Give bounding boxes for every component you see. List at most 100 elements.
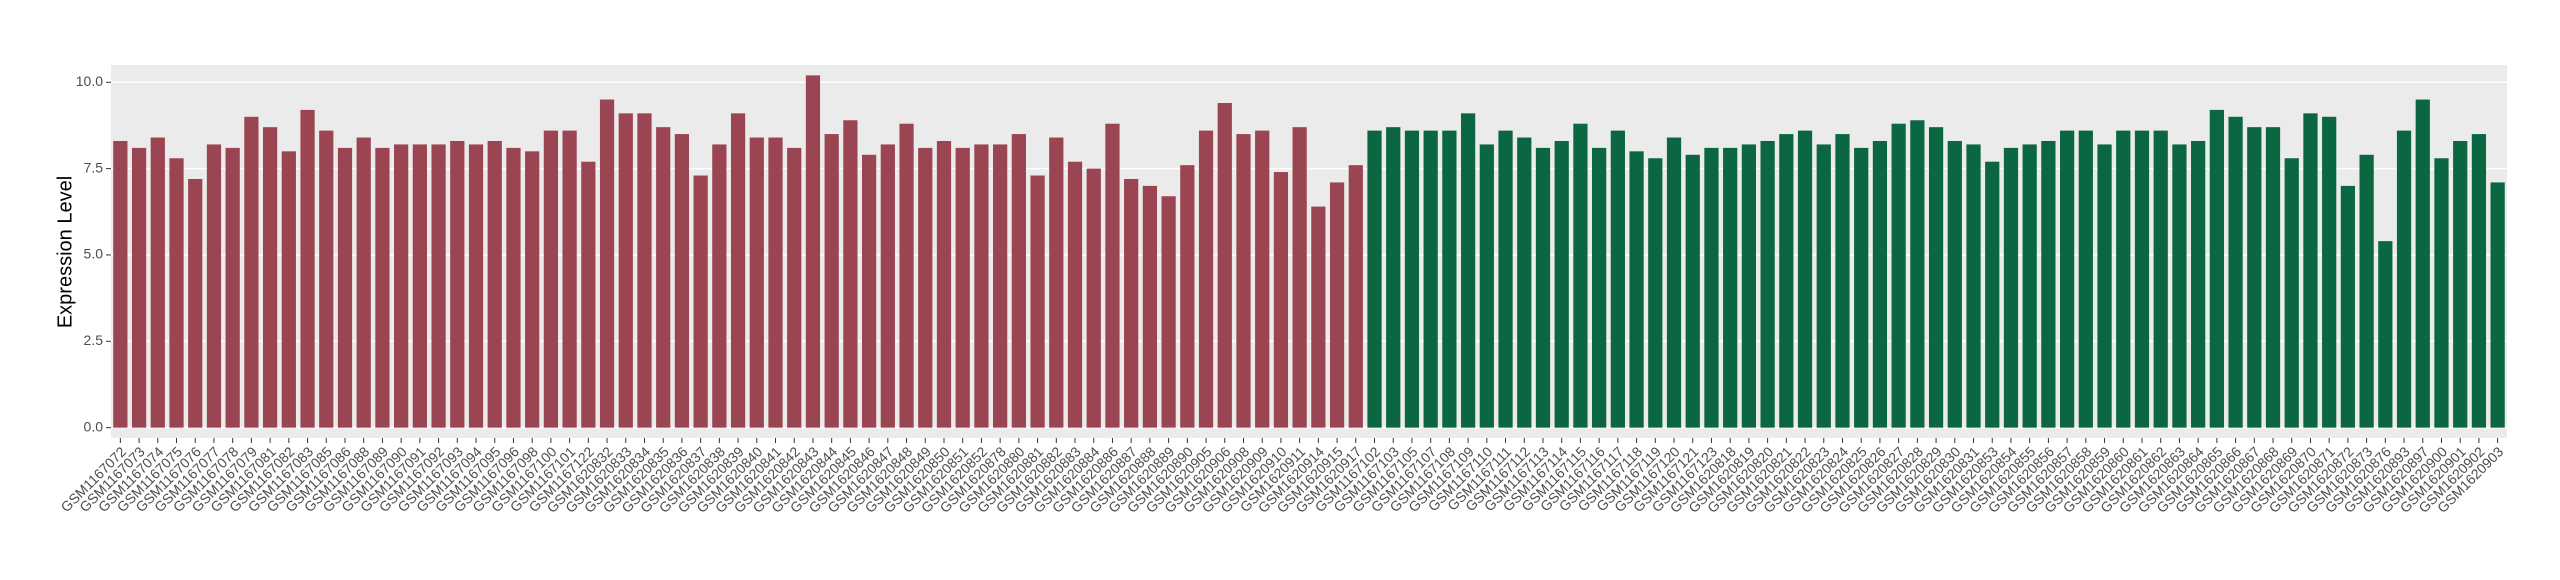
bar	[356, 137, 371, 428]
bar	[1947, 140, 1962, 428]
bar	[1348, 165, 1363, 428]
bar	[1779, 134, 1794, 428]
bar	[1872, 140, 1888, 428]
bar	[431, 144, 446, 428]
y-axis-title: Expression Level	[54, 176, 76, 328]
bar	[1273, 172, 1289, 428]
bar	[2153, 130, 2168, 428]
bar	[468, 144, 484, 428]
bar	[319, 130, 334, 428]
bar	[674, 134, 690, 428]
y-tick-label: 2.5	[84, 332, 104, 348]
bar	[1629, 151, 1644, 428]
bar	[1086, 168, 1101, 428]
bar	[1423, 130, 1438, 428]
bar	[1704, 147, 1719, 428]
bar	[1723, 147, 1738, 428]
bar	[1592, 147, 1607, 428]
y-tick-label: 5.0	[84, 246, 104, 262]
bar	[1648, 158, 1663, 428]
bar	[188, 178, 203, 428]
bar	[712, 144, 727, 428]
bar	[2078, 130, 2093, 428]
bar	[955, 147, 970, 428]
bar	[262, 127, 278, 428]
bar	[2059, 130, 2075, 428]
bar	[2322, 116, 2337, 428]
bar	[131, 147, 147, 428]
bar	[1535, 147, 1551, 428]
bar	[693, 175, 708, 428]
bar	[113, 140, 128, 428]
bar	[2228, 116, 2243, 428]
bar	[1198, 130, 1214, 428]
bar	[637, 113, 652, 428]
bar	[450, 140, 465, 428]
bar	[1161, 196, 1176, 428]
bar	[936, 140, 952, 428]
bar	[375, 147, 390, 428]
bar	[805, 75, 821, 428]
bar	[506, 147, 521, 428]
bar	[1180, 165, 1195, 428]
bar	[2134, 130, 2150, 428]
bar	[1573, 123, 1588, 428]
bar	[1329, 182, 1345, 428]
bar	[150, 137, 165, 428]
bar	[394, 144, 409, 428]
bar	[1891, 123, 1906, 428]
bar	[2434, 158, 2449, 428]
bar	[1255, 130, 1270, 428]
bar	[2490, 182, 2505, 428]
bar	[599, 99, 615, 428]
bar	[787, 147, 802, 428]
bar	[1741, 144, 1757, 428]
bar	[768, 137, 783, 428]
bar	[1105, 123, 1120, 428]
bar	[225, 147, 240, 428]
bar	[1760, 140, 1775, 428]
bar	[1666, 137, 1682, 428]
bar	[1442, 130, 1457, 428]
bar	[1685, 154, 1700, 428]
bar	[281, 151, 296, 428]
bar	[1142, 185, 1158, 428]
y-tick-label: 0.0	[84, 418, 104, 434]
bar	[843, 120, 858, 428]
bar	[2247, 127, 2262, 428]
bar	[2340, 185, 2356, 428]
bar	[2041, 140, 2056, 428]
bar	[2265, 127, 2281, 428]
bar	[543, 130, 559, 428]
bar	[2378, 241, 2393, 428]
bar	[1124, 178, 1139, 428]
bar	[1067, 161, 1083, 428]
bar	[525, 151, 540, 428]
bar	[1049, 137, 1064, 428]
bar	[1311, 206, 1326, 428]
bar	[337, 147, 353, 428]
bar	[2453, 140, 2468, 428]
bar	[2359, 154, 2374, 428]
bar	[2003, 147, 2019, 428]
bar	[1030, 175, 1045, 428]
bar	[730, 113, 746, 428]
bar	[487, 140, 502, 428]
bar	[974, 144, 989, 428]
bar	[2116, 130, 2131, 428]
bar	[656, 127, 671, 428]
bar	[2209, 109, 2224, 428]
bar	[1928, 127, 1944, 428]
bar	[2191, 140, 2206, 428]
bar	[749, 137, 764, 428]
bar	[1460, 113, 1476, 428]
bar	[244, 116, 259, 428]
bar	[1498, 130, 1513, 428]
bar	[1236, 134, 1251, 428]
bar	[2415, 99, 2430, 428]
bar	[2022, 144, 2037, 428]
bar	[562, 130, 577, 428]
bar	[1517, 137, 1532, 428]
bar	[1554, 140, 1569, 428]
